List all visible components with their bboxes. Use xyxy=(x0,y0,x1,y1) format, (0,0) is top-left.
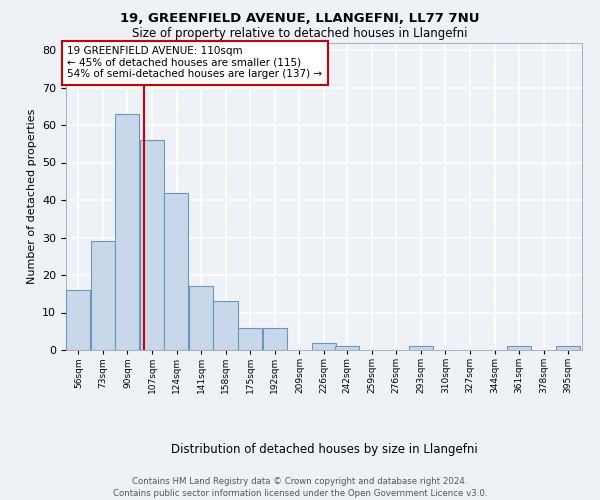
Bar xyxy=(164,192,188,350)
Text: 19, GREENFIELD AVENUE, LLANGEFNI, LL77 7NU: 19, GREENFIELD AVENUE, LLANGEFNI, LL77 7… xyxy=(120,12,480,26)
Bar xyxy=(140,140,164,350)
Bar xyxy=(409,346,433,350)
Y-axis label: Number of detached properties: Number of detached properties xyxy=(26,108,37,284)
Bar xyxy=(335,346,359,350)
Text: Distribution of detached houses by size in Llangefni: Distribution of detached houses by size … xyxy=(170,442,478,456)
Bar xyxy=(556,346,580,350)
Bar xyxy=(91,242,115,350)
Bar xyxy=(189,286,213,350)
Text: Size of property relative to detached houses in Llangefni: Size of property relative to detached ho… xyxy=(132,28,468,40)
Bar xyxy=(115,114,139,350)
Bar xyxy=(238,328,262,350)
Bar xyxy=(312,342,336,350)
Bar xyxy=(263,328,287,350)
Text: 19 GREENFIELD AVENUE: 110sqm
← 45% of detached houses are smaller (115)
54% of s: 19 GREENFIELD AVENUE: 110sqm ← 45% of de… xyxy=(67,46,323,80)
Text: Contains public sector information licensed under the Open Government Licence v3: Contains public sector information licen… xyxy=(113,489,487,498)
Bar xyxy=(214,301,238,350)
Bar xyxy=(507,346,531,350)
Text: Contains HM Land Registry data © Crown copyright and database right 2024.: Contains HM Land Registry data © Crown c… xyxy=(132,478,468,486)
Bar xyxy=(66,290,90,350)
